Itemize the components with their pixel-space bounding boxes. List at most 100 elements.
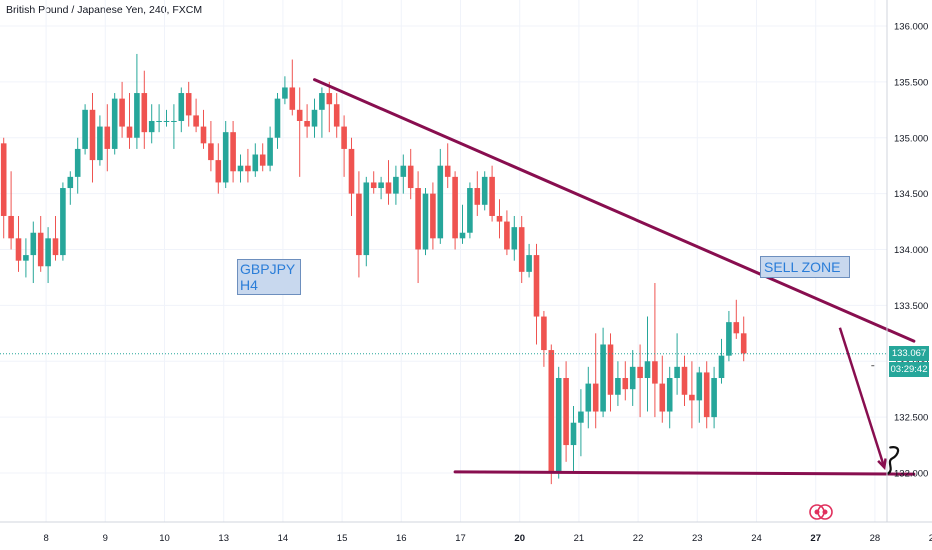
- price-tick-label: 136.000: [894, 22, 928, 33]
- candle-body: [37, 232, 44, 267]
- candle-body: [119, 98, 125, 127]
- candle: [119, 81, 125, 138]
- candle: [585, 366, 592, 429]
- candle-body: [740, 333, 747, 354]
- candle: [415, 171, 421, 284]
- candle: [407, 148, 414, 200]
- candle-body: [259, 154, 266, 166]
- candle: [178, 87, 185, 133]
- time-tick-label: 24: [751, 533, 762, 544]
- candle: [282, 76, 288, 105]
- candle: [740, 316, 747, 362]
- price-axis[interactable]: 136.000 135.500 135.000 134.500 134.000 133.5…: [894, 22, 928, 480]
- candle-body: [126, 126, 133, 138]
- candle-body: [222, 132, 229, 183]
- descending-resistance-line[interactable]: [313, 78, 916, 343]
- tradingview-logo[interactable]: [808, 503, 834, 521]
- candle-body: [15, 238, 22, 261]
- drawings[interactable]: [313, 78, 916, 476]
- candle: [222, 120, 229, 189]
- candle-body: [600, 344, 606, 412]
- candle-body: [326, 93, 333, 105]
- candle: [319, 87, 325, 138]
- candle: [356, 171, 362, 278]
- candle: [341, 115, 347, 177]
- candle: [134, 53, 140, 149]
- candle-body: [511, 227, 518, 250]
- price-tick-label: 132.000: [894, 469, 928, 480]
- candle-body: [629, 366, 636, 390]
- time-tick-label: 29: [929, 533, 932, 544]
- price-tick-label: 132.500: [894, 413, 928, 424]
- candle-body: [267, 137, 273, 166]
- candle-body: [526, 255, 532, 272]
- sell-zone-note[interactable]: SELL ZONE: [760, 256, 850, 278]
- candle: [215, 143, 222, 194]
- candle-body: [74, 148, 81, 177]
- candle: [52, 215, 59, 261]
- candle-body: [681, 366, 688, 395]
- candle: [67, 171, 74, 205]
- candle: [511, 215, 518, 261]
- candle: [370, 171, 377, 194]
- candle: [689, 361, 695, 429]
- candle: [452, 171, 458, 250]
- candle-body: [570, 422, 577, 446]
- candle-body: [541, 316, 547, 351]
- candle: [570, 405, 577, 473]
- candle-body: [348, 148, 355, 194]
- candle-body: [674, 366, 680, 379]
- candle-body: [615, 378, 621, 395]
- candle: [163, 109, 170, 127]
- candle: [615, 361, 621, 406]
- candle: [437, 148, 444, 244]
- candle-body: [333, 104, 340, 127]
- candle: [629, 350, 636, 406]
- candle-body: [474, 188, 481, 205]
- candle: [393, 165, 399, 205]
- candle: [348, 137, 355, 216]
- candle: [518, 215, 525, 284]
- horizontal-support-line[interactable]: [453, 470, 916, 476]
- candle: [30, 221, 37, 284]
- candle: [15, 215, 22, 272]
- candle-body: [296, 109, 303, 121]
- candle: [430, 182, 436, 250]
- candle-body: [437, 165, 444, 239]
- candle: [711, 366, 717, 429]
- candle-body: [415, 188, 421, 250]
- candle-body: [703, 372, 710, 418]
- candle: [104, 104, 111, 172]
- candle-body: [481, 176, 488, 205]
- projection-arrow-head: [877, 458, 887, 471]
- candle-body: [444, 165, 451, 177]
- pair-note[interactable]: GBPJPY H4: [237, 259, 301, 295]
- candle: [89, 93, 96, 183]
- price-tick-label: 133.500: [894, 301, 928, 312]
- candle: [304, 104, 310, 138]
- candle-body: [496, 215, 503, 222]
- candle-body: [97, 126, 103, 161]
- candle-body: [89, 109, 96, 161]
- candle-body: [726, 322, 732, 356]
- candle: [333, 93, 340, 138]
- candle-body: [156, 120, 162, 122]
- projection-arrow-line[interactable]: [838, 327, 886, 468]
- candle: [289, 59, 296, 116]
- time-axis[interactable]: 8 9 10 13 14 15 16 17 20 21 22 23 24 27 28 29: [43, 533, 932, 544]
- candle-body: [52, 238, 59, 256]
- time-tick-label: 22: [633, 533, 644, 544]
- time-tick-label: 14: [278, 533, 289, 544]
- candle: [726, 310, 732, 362]
- candle: [200, 109, 207, 149]
- candle: [592, 333, 599, 429]
- candle-body: [555, 378, 562, 473]
- candle-body: [689, 394, 695, 401]
- candle: [504, 210, 510, 256]
- candle: [733, 299, 740, 339]
- candle-body: [504, 221, 510, 250]
- candle: [496, 199, 503, 239]
- candle: [718, 338, 725, 384]
- candle-body: [378, 182, 384, 189]
- candle-body: [60, 188, 66, 256]
